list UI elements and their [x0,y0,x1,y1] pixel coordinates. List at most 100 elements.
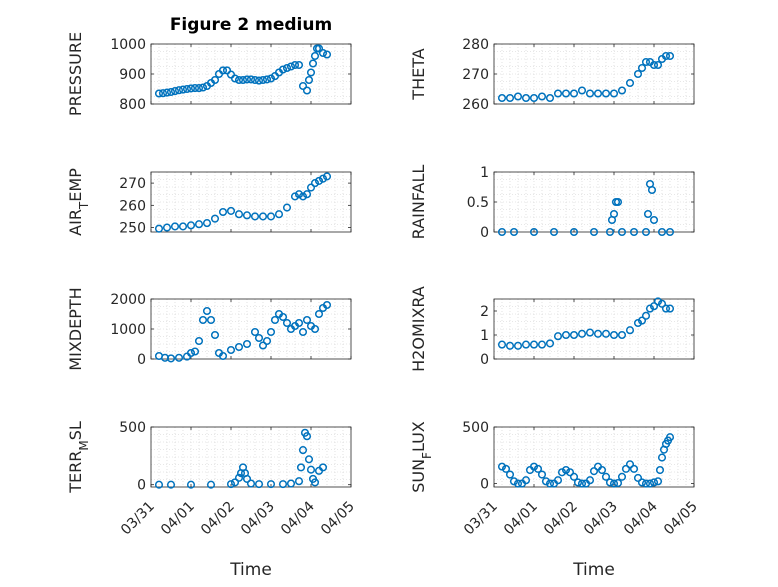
data-point [266,327,276,337]
data-point [282,318,292,328]
data-point [617,330,627,340]
data-point [310,324,320,334]
data-point [294,60,304,70]
data-point [194,84,204,93]
x-tick-label: 04/04 [621,498,661,538]
y-axis-label: H2OMIXRA [409,286,428,372]
data-point [302,190,312,199]
data-point [613,478,623,488]
data-point [649,215,659,225]
data-point [238,75,248,85]
data-point [322,300,332,310]
data-point [645,479,655,488]
y-tick-label: 0 [480,352,489,368]
data-point [647,185,657,195]
y-tick-label: 0 [137,352,146,368]
data-point [310,51,320,61]
data-point [617,86,627,95]
data-point [306,465,316,474]
data-point [665,304,675,313]
data-point [298,192,308,201]
data-point [509,227,519,237]
data-point [290,60,300,70]
data-point [210,75,220,85]
data-point [198,315,208,325]
data-point [633,318,643,328]
axes-box [493,298,695,360]
data-point [653,60,663,70]
subplot-mixdepth: 0 1000 2000 MIXDEPTH [66,287,352,371]
data-point [597,465,607,475]
data-point [565,468,575,477]
data-point [537,92,547,101]
data-point [537,470,547,479]
data-point [629,464,639,473]
data-point [218,351,228,361]
data-point [166,354,176,363]
x-tick-label: 03/31 [118,499,158,539]
x-tick-label: 04/05 [318,499,358,539]
data-point [310,179,320,188]
data-point [625,326,635,335]
data-point [304,75,314,85]
data-point [657,227,667,237]
data-point [250,212,260,221]
data-point [521,93,531,103]
data-point [258,75,268,85]
data-point [318,463,328,472]
data-point [573,478,583,487]
data-point [166,480,176,489]
data-point [561,465,571,475]
data-point [314,44,324,53]
data-point [306,68,316,77]
data-point [629,227,639,237]
data-point [605,227,615,237]
data-point [613,197,623,207]
figure-title: Figure 2 medium [170,15,332,35]
data-point [278,312,288,322]
y-tick-label: 800 [119,97,146,113]
data-point [294,477,304,486]
y-tick-label: 280 [462,37,489,53]
data-point [242,75,252,84]
y-tick-label: 1000 [110,37,146,53]
data-point [302,86,312,95]
data-point [513,92,523,101]
data-point [497,227,507,237]
x-tick-label: 04/01 [501,499,541,539]
data-point [501,464,511,473]
subplot-sun-flux: 03/31 04/01 04/02 04/03 04/04 04/05 0 500 SUNFLU… [409,420,701,538]
data-point [218,66,228,75]
data-point [569,227,579,237]
data-point [226,206,236,215]
y-tick-label: 0 [480,477,489,493]
data-point [246,479,256,488]
subplot-theta: 260 270 280 THETA [409,37,695,113]
data-point [529,462,539,471]
data-point [601,472,611,481]
data-point [230,74,240,83]
data-point [242,339,252,349]
y-tick-label: 0 [480,225,489,241]
data-point [202,219,212,228]
data-point [234,75,244,85]
data-point [593,89,603,98]
data-point [230,478,240,487]
data-point [497,93,507,103]
data-point [170,222,180,231]
data-point [186,221,196,230]
data-point [154,89,164,98]
data-point [290,192,300,201]
data-point [282,203,292,212]
data-point [649,60,659,70]
x-tick-label: 04/01 [158,499,198,539]
data-point [589,467,599,476]
data-point [206,315,216,325]
x-tick-label: 04/04 [278,498,318,538]
x-tick-label: 04/02 [198,499,238,539]
data-point [278,480,288,489]
data-point [174,353,184,362]
data-point [577,86,587,95]
data-point [605,478,615,487]
data-point [186,84,196,93]
